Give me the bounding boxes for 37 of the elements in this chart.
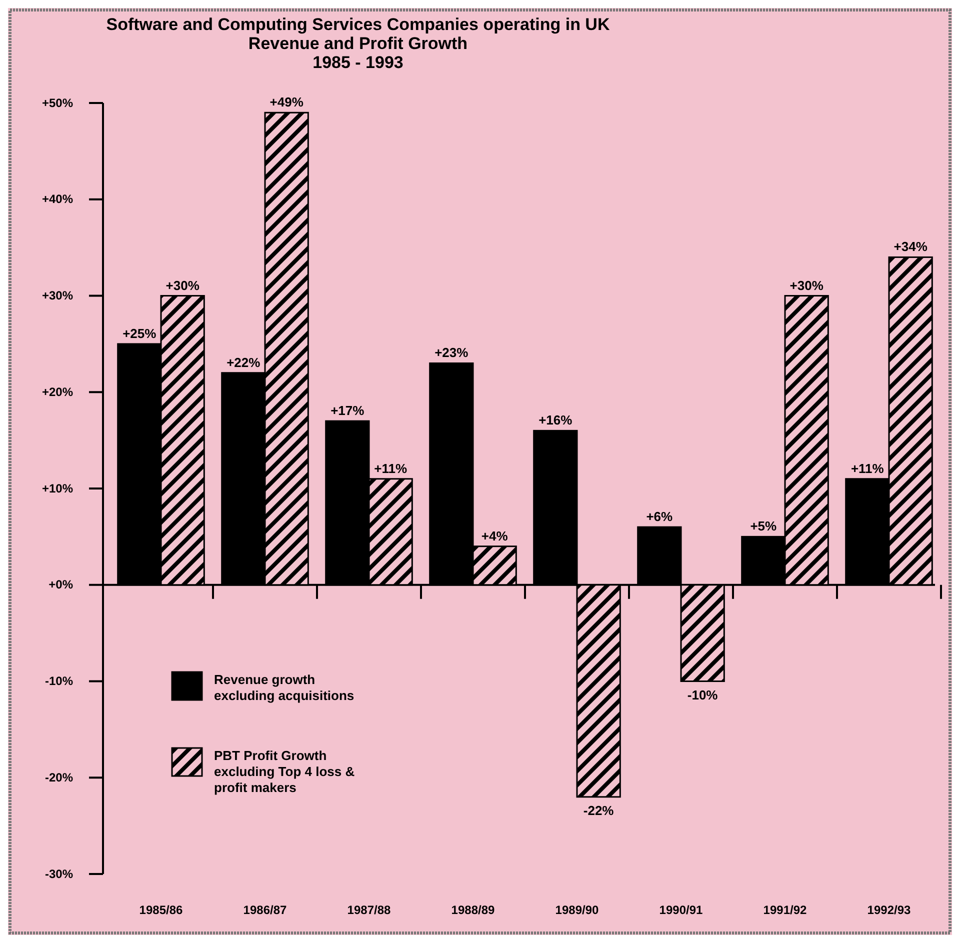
data-label: +25% [122, 326, 157, 341]
data-label: -10% [687, 687, 718, 702]
y-tick-label: +50% [42, 96, 74, 110]
data-label: +30% [166, 278, 200, 293]
data-label: +11% [374, 460, 408, 476]
y-tick-label: +30% [42, 288, 74, 303]
data-label: +16% [538, 412, 573, 428]
x-tick-label: 1992/93 [867, 903, 912, 917]
data-label: +23% [434, 345, 469, 360]
data-label: +22% [226, 354, 261, 370]
data-label: +4% [481, 528, 508, 544]
data-label: +30% [790, 278, 824, 293]
data-label: +34% [894, 239, 928, 254]
y-tick-label: -10% [44, 674, 74, 688]
y-tick-label: +40% [42, 192, 74, 206]
data-label: +17% [330, 403, 365, 418]
legend-label: PBT Profit Growth excluding Top 4 loss & profit makers [214, 748, 355, 795]
y-tick-label: -30% [44, 866, 74, 881]
x-tick-label: 1989/90 [555, 903, 600, 917]
data-label: -22% [583, 802, 614, 818]
legend-label: Revenue growth excluding acquisitions [214, 672, 354, 703]
y-tick-label: -20% [44, 770, 74, 784]
data-label: +49% [270, 94, 304, 110]
data-label: +11% [850, 460, 884, 476]
x-tick-label: 1988/89 [451, 903, 496, 917]
x-tick-label: 1987/88 [347, 903, 392, 917]
chart-subtitle: Revenue and Profit Growth 1985 - 1993 [248, 34, 468, 72]
x-tick-label: 1991/92 [763, 903, 808, 917]
x-tick-label: 1985/86 [139, 903, 184, 917]
y-tick-label: +10% [42, 481, 74, 496]
y-tick-label: +20% [42, 384, 74, 399]
data-label: +6% [646, 509, 674, 524]
chart-title: Software and Computing Services Companies operating in UK [106, 15, 610, 34]
data-label: +5% [750, 518, 778, 534]
x-tick-label: 1990/91 [659, 903, 704, 917]
y-tick-label: +0% [48, 578, 74, 592]
x-tick-label: 1986/87 [243, 903, 288, 917]
